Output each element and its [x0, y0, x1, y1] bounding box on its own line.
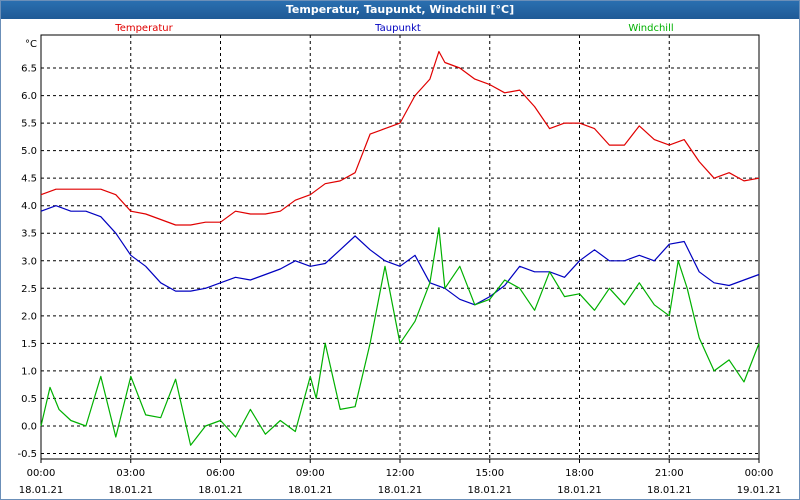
x-tick-date-label: 18.01.21 — [19, 485, 64, 496]
x-tick-time-label: 15:00 — [475, 468, 504, 479]
series-line-temperatur — [40, 50, 760, 226]
x-tick-time-label: 09:00 — [296, 468, 325, 479]
legend-item-taupunkt: Taupunkt — [374, 23, 421, 34]
y-tick-label: 3.5 — [21, 229, 37, 240]
x-tick-time-label: 12:00 — [386, 468, 415, 479]
y-tick-label: 6.0 — [21, 91, 37, 102]
y-tick-label: 2.0 — [21, 311, 37, 322]
x-tick-time-label: 03:00 — [116, 468, 145, 479]
x-tick-time-label: 21:00 — [655, 468, 684, 479]
x-tick-date-label: 18.01.21 — [647, 485, 692, 496]
x-tick-time-label: 00:00 — [745, 468, 774, 479]
y-tick-label: 5.5 — [21, 119, 37, 130]
y-tick-label: 4.5 — [21, 174, 37, 185]
y-tick-label: 2.5 — [21, 284, 37, 295]
x-tick-time-label: 06:00 — [206, 468, 235, 479]
y-tick-label: 4.0 — [21, 201, 37, 212]
x-tick-date-label: 18.01.21 — [198, 485, 243, 496]
x-tick-date-label: 19.01.21 — [737, 485, 782, 496]
series-line-taupunkt — [40, 205, 760, 306]
x-tick-date-label: 18.01.21 — [288, 485, 333, 496]
x-tick-time-label: 00:00 — [27, 468, 56, 479]
x-tick-date-label: 18.01.21 — [378, 485, 423, 496]
window-title: Temperatur, Taupunkt, Windchill [°C] — [1, 1, 799, 19]
x-tick-date-label: 18.01.21 — [108, 485, 153, 496]
legend-item-windchill: Windchill — [628, 23, 673, 34]
y-tick-label: 1.5 — [21, 339, 37, 350]
legend-item-temperatur: Temperatur — [114, 23, 173, 34]
x-tick-date-label: 18.01.21 — [467, 485, 512, 496]
y-tick-label: 0.5 — [21, 394, 37, 405]
x-tick-time-label: 18:00 — [565, 468, 594, 479]
y-axis-unit-label: °C — [25, 39, 37, 50]
y-tick-label: 0.0 — [21, 421, 37, 432]
x-tick-date-label: 18.01.21 — [557, 485, 602, 496]
y-tick-label: 5.0 — [21, 146, 37, 157]
y-tick-label: 1.0 — [21, 366, 37, 377]
series-line-windchill — [40, 227, 760, 446]
y-tick-label: -0.5 — [17, 449, 37, 460]
y-tick-label: 6.5 — [21, 64, 37, 75]
y-tick-label: 3.0 — [21, 256, 37, 267]
